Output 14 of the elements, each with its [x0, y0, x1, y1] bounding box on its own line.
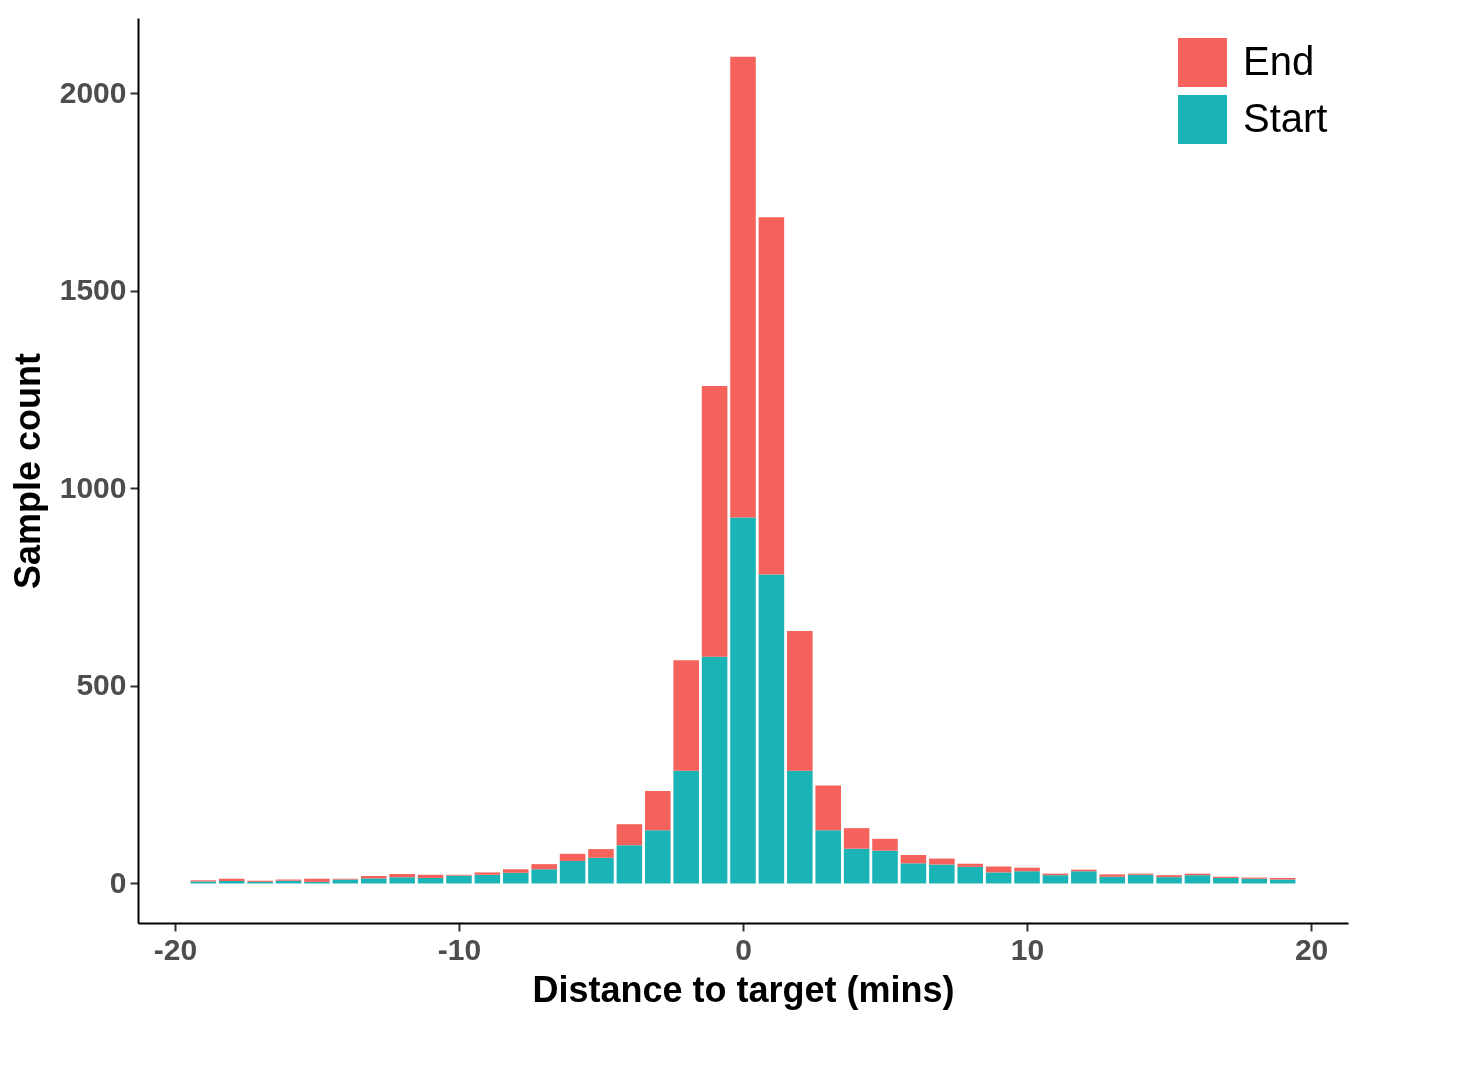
x-axis-title: Distance to target (mins)	[532, 968, 955, 1010]
x-tick-label: -10	[437, 932, 482, 966]
legend-label: End	[1243, 38, 1315, 83]
legend-label: Start	[1243, 95, 1328, 140]
y-tick-label: 1500	[59, 273, 127, 307]
y-tick-label: 500	[76, 668, 127, 702]
x-tick-label: 20	[1294, 932, 1329, 966]
y-tick-label: 2000	[59, 75, 127, 109]
x-tick-label: 0	[735, 932, 752, 966]
x-tick-label: -20	[153, 932, 198, 966]
y-tick-label: 1000	[59, 470, 127, 504]
y-tick-label: 0	[109, 865, 127, 899]
y-axis-title: Sample count	[6, 352, 48, 590]
x-tick-label: 10	[1010, 932, 1045, 966]
